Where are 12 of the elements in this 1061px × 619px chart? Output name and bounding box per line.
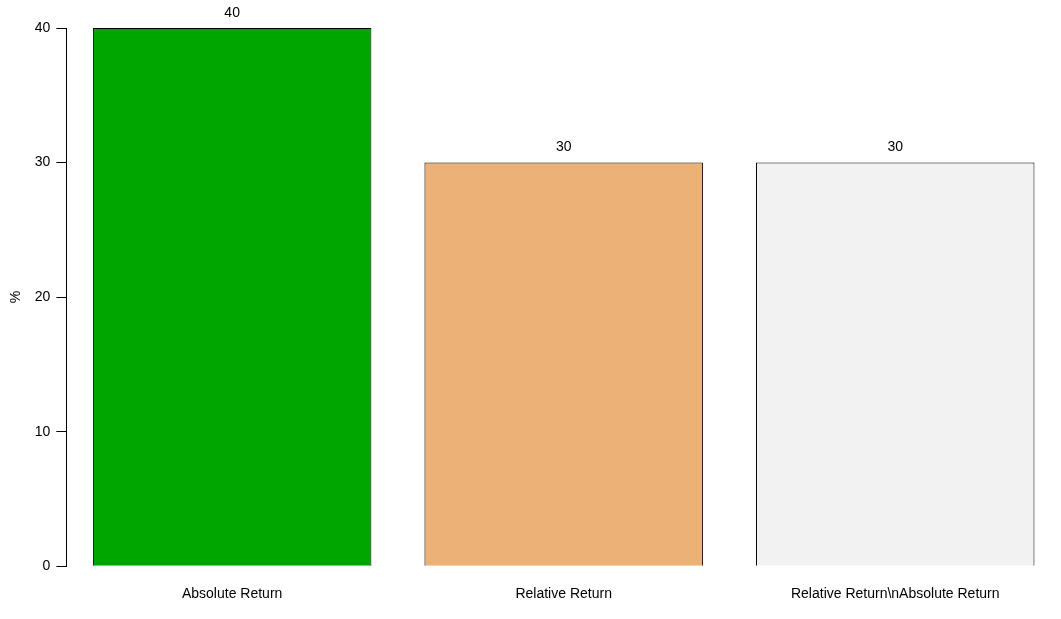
y-tick-label: 20 [34, 287, 51, 304]
data-label: 30 [887, 138, 904, 155]
data-label: 30 [555, 138, 572, 155]
y-tick-label: 0 [42, 557, 51, 574]
y-tick-label: 10 [34, 422, 51, 439]
x-tick-label: Relative Return [515, 585, 612, 602]
x-tick-label: Relative Return\nAbsolute Return [790, 585, 1000, 602]
data-label: 40 [224, 3, 241, 20]
x-tick-label: Absolute Return [181, 585, 283, 602]
y-tick-label: 40 [34, 18, 51, 35]
y-tick-label: 30 [34, 153, 51, 170]
y-axis-title: % [7, 290, 24, 304]
